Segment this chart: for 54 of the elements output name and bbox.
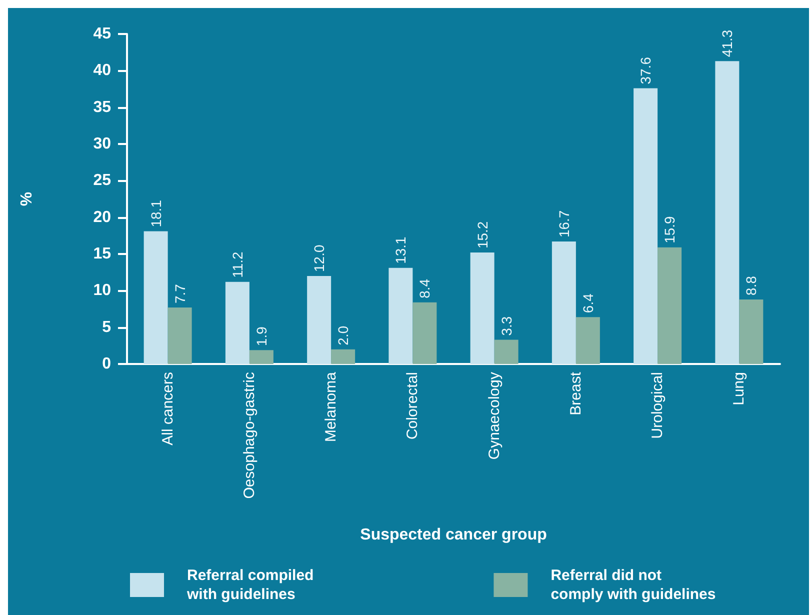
bar bbox=[388, 268, 413, 364]
bar bbox=[494, 340, 518, 364]
data-label: 15.9 bbox=[662, 216, 678, 244]
x-tick-label: Breast bbox=[567, 371, 584, 416]
y-tick-label: 5 bbox=[102, 318, 112, 336]
y-axis-title: % bbox=[18, 192, 36, 206]
bar bbox=[576, 317, 600, 364]
data-label: 41.3 bbox=[719, 30, 736, 58]
data-label: 8.8 bbox=[743, 276, 760, 296]
y-tick-label: 10 bbox=[93, 282, 112, 300]
bar bbox=[331, 349, 356, 364]
bar bbox=[634, 88, 658, 364]
bar bbox=[470, 252, 494, 364]
y-tick-label: 15 bbox=[93, 246, 112, 262]
y-tick-label: 40 bbox=[93, 62, 112, 80]
y-tick-label: 25 bbox=[93, 172, 112, 190]
data-label: 2.0 bbox=[335, 326, 352, 346]
bar bbox=[144, 231, 168, 364]
x-tick-label: All cancers bbox=[159, 372, 176, 446]
data-label: 13.1 bbox=[392, 236, 409, 264]
y-tick-label: 45 bbox=[93, 26, 112, 42]
data-label: 15.2 bbox=[474, 221, 490, 249]
x-tick-label: Lung bbox=[730, 372, 748, 406]
data-label: 6.4 bbox=[580, 293, 596, 314]
bar bbox=[307, 276, 332, 364]
bar bbox=[412, 302, 437, 364]
x-tick-label: Oesophago-gastric bbox=[240, 372, 258, 499]
data-label: 7.7 bbox=[172, 284, 188, 304]
y-tick-label: 0 bbox=[102, 356, 112, 372]
data-label: 1.9 bbox=[253, 326, 270, 346]
x-tick-label: Colorectal bbox=[404, 372, 422, 440]
bar bbox=[249, 350, 274, 364]
x-tick-label: Gynaecology bbox=[486, 372, 503, 460]
legend-label: Referral compiled with guidelines bbox=[186, 567, 314, 603]
data-label: 8.4 bbox=[416, 278, 433, 298]
data-label: 11.2 bbox=[229, 251, 246, 278]
y-tick-label: 20 bbox=[93, 208, 112, 226]
bar bbox=[225, 282, 250, 364]
x-axis-title: Suspected cancer group bbox=[360, 526, 548, 544]
bar bbox=[715, 61, 740, 364]
data-label: 18.1 bbox=[148, 200, 164, 228]
data-label: 12.0 bbox=[311, 244, 328, 272]
bar bbox=[658, 247, 682, 364]
bar bbox=[168, 308, 192, 364]
y-tick-label: 35 bbox=[93, 98, 112, 116]
legend-label: Referral did not comply with guidelines bbox=[550, 567, 716, 603]
data-label: 37.6 bbox=[638, 56, 654, 84]
data-label: 3.3 bbox=[498, 316, 514, 336]
y-tick-label: 30 bbox=[93, 136, 112, 152]
bar bbox=[552, 242, 576, 364]
x-tick-label: Urological bbox=[649, 372, 666, 439]
data-label: 16.7 bbox=[556, 210, 572, 238]
bar bbox=[739, 299, 764, 364]
x-tick-label: Melanoma bbox=[322, 371, 340, 442]
